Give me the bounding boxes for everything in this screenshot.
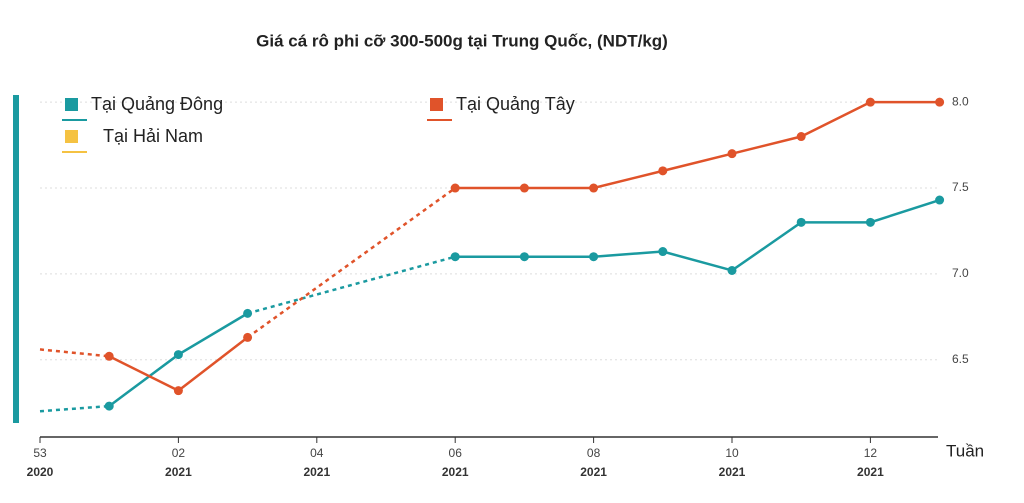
x-tick-label: 08 xyxy=(587,446,601,460)
x-tick-year: 2020 xyxy=(27,465,54,479)
point xyxy=(519,183,529,193)
point xyxy=(796,217,806,227)
point xyxy=(796,132,806,142)
x-tick-year: 2021 xyxy=(165,465,192,479)
point xyxy=(450,183,460,193)
point xyxy=(935,97,945,107)
point xyxy=(589,252,599,262)
side-bar xyxy=(13,95,19,423)
point xyxy=(243,308,253,318)
legend-swatch xyxy=(430,98,443,111)
point xyxy=(519,252,529,262)
line xyxy=(455,100,940,190)
y-tick-label: 6.5 xyxy=(952,352,969,366)
legend-swatch xyxy=(65,98,78,111)
x-tick-label: 04 xyxy=(310,446,324,460)
legend-label: Tại Hải Nam xyxy=(103,126,203,146)
dashed-line xyxy=(247,255,456,315)
y-tick-label: 8.0 xyxy=(952,94,969,108)
point xyxy=(935,195,945,205)
point xyxy=(173,386,183,396)
x-tick-year: 2021 xyxy=(719,465,746,479)
x-tick-year: 2021 xyxy=(303,465,330,479)
dashed-line xyxy=(39,348,110,358)
line xyxy=(455,198,940,272)
point xyxy=(865,97,875,107)
x-tick-label: 53 xyxy=(33,446,47,460)
x-tick-label: 02 xyxy=(172,446,186,460)
legend-label: Tại Quảng Tây xyxy=(456,94,575,114)
y-tick-label: 7.0 xyxy=(952,266,969,280)
point xyxy=(658,247,668,257)
dashed-line xyxy=(246,187,456,339)
point xyxy=(104,401,114,411)
point xyxy=(865,217,875,227)
point xyxy=(658,166,668,176)
point xyxy=(727,265,737,275)
point xyxy=(450,252,460,262)
x-tick-label: 12 xyxy=(864,446,878,460)
point xyxy=(589,183,599,193)
point xyxy=(243,332,253,342)
point xyxy=(727,149,737,159)
x-tick-label: 06 xyxy=(449,446,463,460)
x-tick-label: 10 xyxy=(725,446,739,460)
dashed-line xyxy=(39,404,110,413)
line xyxy=(108,336,249,393)
x-tick-year: 2021 xyxy=(857,465,884,479)
legend-label: Tại Quảng Đông xyxy=(91,94,223,114)
x-tick-year: 2021 xyxy=(580,465,607,479)
y-tick-label: 7.5 xyxy=(952,180,969,194)
point xyxy=(104,351,114,361)
x-axis-label: Tuần xyxy=(946,441,984,460)
chart-title: Giá cá rô phi cỡ 300-500g tại Trung Quốc… xyxy=(256,31,668,50)
point xyxy=(173,350,183,360)
legend-swatch xyxy=(65,130,78,143)
x-tick-year: 2021 xyxy=(442,465,469,479)
